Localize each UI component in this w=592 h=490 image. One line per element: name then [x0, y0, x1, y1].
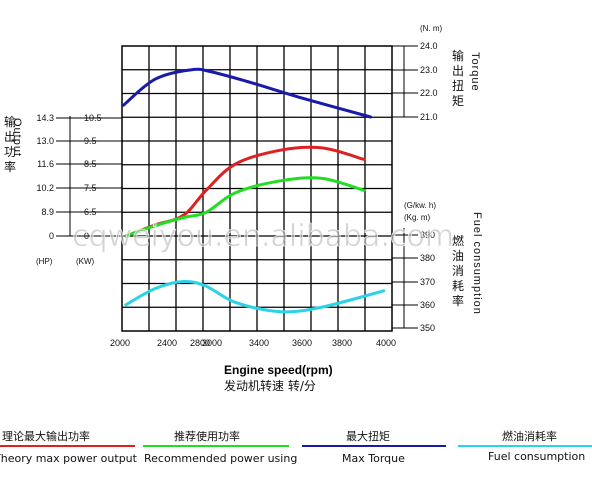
x-tick-label: 3800	[332, 338, 352, 348]
kw-tick-label: 7.5	[84, 183, 97, 193]
torque-unit-label: (N. m)	[420, 24, 443, 33]
x-tick-label: 4000	[376, 338, 396, 348]
hp-tick-label: 0	[49, 231, 54, 241]
power-axis: 14.3 10.5 13.0 9.5 11.6 8.5 10.2 7.5 8.9 6.5 0 0	[36, 113, 122, 241]
torque-axis-title: 输出扭矩 Torque	[452, 48, 481, 108]
legend-fuel-cn: 燃油消耗率	[502, 429, 557, 443]
torque-axis-title-cn: 输出扭矩	[452, 48, 464, 108]
recommended-power-line	[124, 176, 366, 238]
legend-recommended-label: Recommended power using	[144, 452, 297, 465]
fuel-unit-label-2: (Kg. m)	[404, 213, 431, 222]
legend-recommended-cn: 推荐使用功率	[174, 429, 240, 443]
fuel-axis-title-cn: 燃油消耗率	[452, 233, 464, 308]
hp-tick-label: 11.6	[37, 159, 54, 169]
fuel-tick-label: 390	[420, 230, 435, 240]
kw-tick-label: 9.5	[84, 136, 97, 146]
series-layer	[122, 67, 386, 314]
hp-tick-label: 8.9	[41, 207, 54, 217]
kw-unit-label: (KW)	[76, 257, 95, 266]
torque-axis-title-en: Torque	[469, 52, 481, 92]
fuel-unit-label-1: (G/kw. h)	[404, 201, 436, 210]
fuel-tick-label: 350	[420, 323, 435, 333]
fuel-axis: 390 380 370 360 350	[392, 228, 435, 333]
torque-tick-label: 23.0	[420, 65, 438, 75]
kw-tick-label: 8.5	[84, 159, 97, 169]
x-tick-label: 3400	[249, 338, 269, 348]
fuel-axis-title: 燃油消耗率 Fuel consumption	[452, 212, 483, 315]
plot-grid	[121, 45, 393, 332]
kw-tick-label: 6.5	[84, 207, 97, 217]
kw-tick-label: 10.5	[84, 113, 102, 123]
hp-tick-label: 14.3	[36, 113, 54, 123]
legend-torque-cn: 最大扭矩	[346, 429, 390, 443]
torque-tick-label: 22.0	[420, 88, 438, 98]
x-axis-title-cn: 发动机转速 转/分	[224, 378, 316, 393]
max-torque-line	[122, 67, 373, 119]
hp-unit-label: (HP)	[36, 257, 53, 266]
x-tick-label: 3000	[202, 338, 222, 348]
fuel-tick-label: 360	[420, 300, 435, 310]
watermark-text: cqweiyou.en.alibaba.com	[72, 219, 454, 254]
x-tick-label: 3600	[292, 338, 312, 348]
torque-tick-label: 21.0	[420, 112, 438, 122]
legend-theory-label: Theory max power output	[0, 452, 138, 465]
x-tick-label: 2000	[110, 338, 130, 348]
power-axis-title: 输出功率 Output	[4, 114, 23, 174]
torque-axis: 24.0 23.0 22.0 21.0	[392, 41, 438, 122]
fuel-axis-title-en: Fuel consumption	[471, 212, 483, 315]
power-axis-title-en: Output	[11, 118, 23, 157]
kw-tick-label: 0	[84, 231, 89, 241]
legend: 理论最大输出功率 Theory max power output 推荐使用功率 …	[0, 429, 592, 465]
power-axis-title-cn: 输出功率	[4, 114, 16, 174]
hp-tick-label: 13.0	[36, 136, 54, 146]
legend-theory-cn: 理论最大输出功率	[2, 429, 90, 443]
legend-torque-label: Max Torque	[342, 452, 405, 465]
fuel-tick-label: 370	[420, 277, 435, 287]
legend-fuel-label: Fuel consumption	[488, 450, 585, 463]
x-axis-title-en: Engine speed(rpm)	[224, 363, 333, 377]
hp-tick-label: 10.2	[36, 183, 54, 193]
x-tick-label: 2400	[157, 338, 177, 348]
fuel-consumption-line	[124, 279, 386, 314]
torque-tick-label: 24.0	[420, 41, 438, 51]
fuel-tick-label: 380	[420, 253, 435, 263]
x-tick-label: 2800	[190, 338, 210, 348]
